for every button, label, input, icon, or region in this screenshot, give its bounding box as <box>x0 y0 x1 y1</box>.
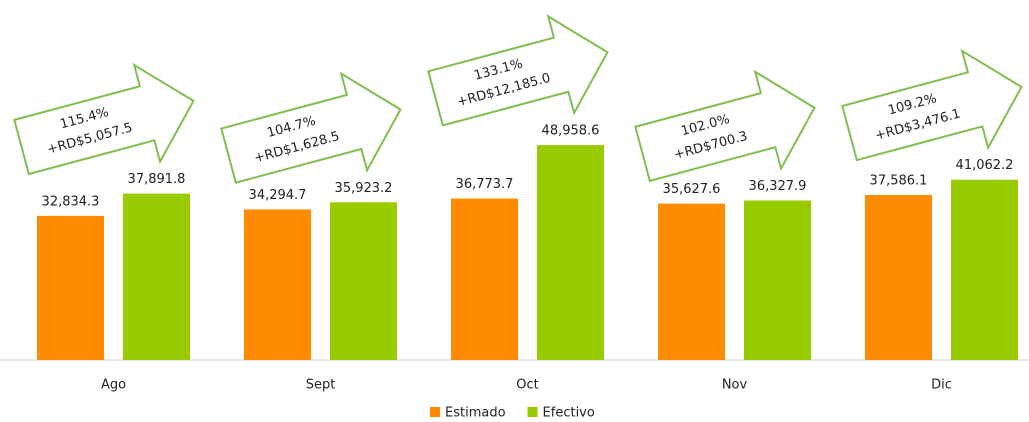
data-label: 32,834.3 <box>42 194 100 209</box>
data-label: 36,327.9 <box>749 179 807 194</box>
x-tick-label: Nov <box>722 378 748 393</box>
bar <box>451 198 518 360</box>
legend-swatch <box>430 407 440 417</box>
bar <box>37 215 104 360</box>
x-tick-label: Sept <box>306 378 336 393</box>
arrow-shape <box>634 69 816 183</box>
arrow-shape <box>427 14 609 127</box>
data-label: 48,958.6 <box>542 124 600 139</box>
bar <box>744 200 811 360</box>
legend-label: Efectivo <box>543 406 595 421</box>
x-tick-label: Dic <box>931 378 952 393</box>
bar <box>244 209 311 360</box>
annotation-arrow: 104.7%+RD$1,628.5 <box>220 71 402 184</box>
annotation-arrow: 102.0%+RD$700.3 <box>634 69 816 183</box>
data-label: 41,062.2 <box>956 158 1014 173</box>
bar <box>330 202 397 360</box>
data-label: 37,891.8 <box>128 172 186 187</box>
bar <box>658 203 725 360</box>
arrow-shape <box>13 62 195 176</box>
data-label: 34,294.7 <box>249 188 307 203</box>
bar <box>865 194 932 360</box>
data-label: 36,773.7 <box>456 177 514 192</box>
legend-swatch <box>527 407 538 417</box>
data-label: 35,923.2 <box>335 181 393 196</box>
data-label: 35,627.6 <box>663 182 721 197</box>
annotation-arrow: 115.4%+RD$5,057.5 <box>13 62 195 176</box>
arrow-shape <box>220 71 402 184</box>
arrow-shape <box>841 48 1023 162</box>
bar <box>123 193 190 360</box>
legend-label: Estimado <box>445 406 506 421</box>
x-tick-label: Ago <box>101 378 126 393</box>
bar <box>951 179 1018 360</box>
bar <box>537 145 604 360</box>
x-tick-label: Oct <box>516 378 538 393</box>
data-label: 37,586.1 <box>870 173 928 188</box>
